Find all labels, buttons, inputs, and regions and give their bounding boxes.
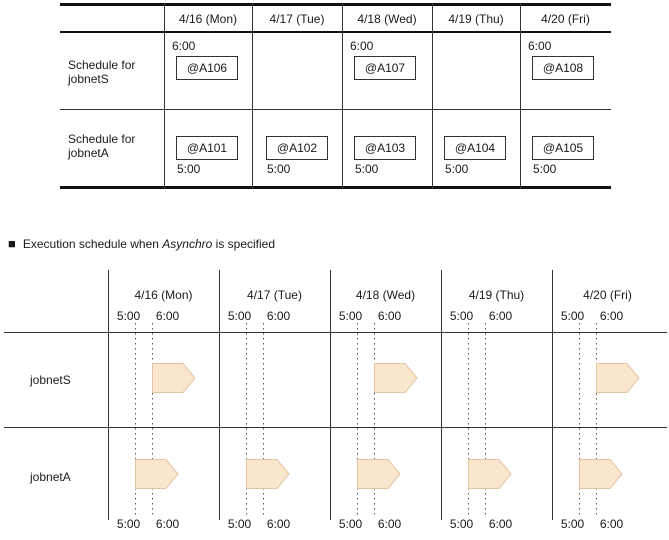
chart-column-separator (552, 270, 553, 520)
column-header-mon: 4/16 (Mon) (178, 12, 238, 26)
row-label-line1: Schedule for (68, 58, 136, 72)
table-column-separator (432, 3, 433, 189)
execution-arrow-jobnetS-wed (374, 363, 418, 393)
heading-text-prefix: Execution schedule when (22, 237, 163, 251)
chart-column-separator (108, 270, 109, 520)
bottom-tick-label-5: 5:00 (227, 517, 252, 531)
chart-row-label-jobnetS: jobnetS (30, 373, 71, 387)
chart-header-separator (4, 332, 667, 333)
column-header-thu: 4/19 (Thu) (448, 12, 504, 26)
row-label-line1: Schedule for (68, 132, 136, 146)
chart-day-header-thu: 4/19 (Thu) (468, 288, 525, 302)
tick-label-6: 6:00 (155, 309, 180, 323)
heading-emphasis: Asynchro (162, 237, 213, 251)
tick-label-6: 6:00 (266, 309, 291, 323)
chart-column-separator (330, 270, 331, 520)
job-box-A108: @A108 (532, 56, 594, 80)
job-box-A101: @A101 (176, 136, 238, 160)
bottom-tick-label-6: 6:00 (155, 517, 180, 531)
execution-arrow-jobnetA-mon (135, 459, 179, 489)
start-time-label: 5:00 (355, 162, 379, 176)
tick-label-5: 5:00 (338, 309, 363, 323)
chart-row-separator (4, 427, 667, 428)
row-label-schedule-jobnetA: Schedule for jobnetA (68, 132, 135, 160)
start-time-label: 5:00 (445, 162, 469, 176)
bottom-tick-label-5: 5:00 (338, 517, 363, 531)
start-time-label: 5:00 (267, 162, 291, 176)
start-time-label: 5:00 (533, 162, 557, 176)
dotted-line-6am (485, 323, 486, 516)
job-box-A102: @A102 (266, 136, 328, 160)
row-label-line2: jobnetS (68, 72, 109, 86)
chart-column-separator (219, 270, 220, 520)
chart-day-header-mon: 4/16 (Mon) (134, 288, 193, 302)
bottom-tick-label-6: 6:00 (266, 517, 291, 531)
dotted-line-5am (135, 323, 136, 516)
row-label-line2: jobnetA (68, 146, 109, 160)
chart-day-header-wed: 4/18 (Wed) (355, 288, 416, 302)
dotted-line-5am (468, 323, 469, 516)
execution-arrow-jobnetA-tue (246, 459, 290, 489)
dotted-line-6am (263, 323, 264, 516)
bottom-tick-label-5: 5:00 (116, 517, 141, 531)
job-box-A105: @A105 (532, 136, 594, 160)
section-heading: ■ Execution schedule when Asynchro is spe… (8, 236, 275, 251)
table-bottom-border (60, 186, 611, 189)
start-time-label: 5:00 (177, 162, 201, 176)
dotted-line-5am (579, 323, 580, 516)
table-column-separator (252, 3, 253, 189)
execution-arrow-jobnetS-fri (596, 363, 640, 393)
tick-label-6: 6:00 (599, 309, 624, 323)
chart-day-header-tue: 4/17 (Tue) (247, 288, 302, 302)
bottom-tick-label-6: 6:00 (488, 517, 513, 531)
dotted-line-6am (596, 323, 597, 516)
bottom-tick-label-6: 6:00 (377, 517, 402, 531)
execution-arrow-jobnetA-fri (579, 459, 623, 489)
execution-arrow-jobnetA-thu (468, 459, 512, 489)
job-box-A107: @A107 (354, 56, 416, 80)
row-label-schedule-jobnetS: Schedule for jobnetS (68, 58, 135, 86)
start-time-label: 6:00 (350, 39, 374, 53)
table-row-separator (60, 109, 611, 110)
square-bullet-icon: ■ (8, 236, 16, 251)
dotted-line-5am (357, 323, 358, 516)
dotted-line-6am (374, 323, 375, 516)
table-top-border (60, 3, 611, 6)
column-header-fri: 4/20 (Fri) (541, 12, 590, 26)
tick-label-6: 6:00 (488, 309, 513, 323)
heading-text-suffix: is specified (212, 237, 276, 251)
column-header-tue: 4/17 (Tue) (269, 12, 325, 26)
dotted-line-6am (152, 323, 153, 516)
job-box-A106: @A106 (176, 56, 238, 80)
dotted-line-5am (246, 323, 247, 516)
tick-label-5: 5:00 (116, 309, 141, 323)
tick-label-6: 6:00 (377, 309, 402, 323)
tick-label-5: 5:00 (560, 309, 585, 323)
start-time-label: 6:00 (528, 39, 552, 53)
bottom-tick-label-5: 5:00 (449, 517, 474, 531)
table-column-separator (164, 3, 165, 189)
execution-arrow-jobnetA-wed (357, 459, 401, 489)
chart-column-separator (441, 270, 442, 520)
column-header-wed: 4/18 (Wed) (357, 12, 417, 26)
job-box-A104: @A104 (444, 136, 506, 160)
tick-label-5: 5:00 (449, 309, 474, 323)
bottom-tick-label-5: 5:00 (560, 517, 585, 531)
tick-label-5: 5:00 (227, 309, 252, 323)
start-time-label: 6:00 (172, 39, 196, 53)
chart-day-header-fri: 4/20 (Fri) (583, 288, 632, 302)
chart-row-label-jobnetA: jobnetA (30, 470, 71, 484)
execution-arrow-jobnetS-mon (152, 363, 196, 393)
table-column-separator (520, 3, 521, 189)
table-column-separator (342, 3, 343, 189)
bottom-tick-label-6: 6:00 (599, 517, 624, 531)
table-header-separator (60, 31, 611, 33)
job-box-A103: @A103 (354, 136, 416, 160)
